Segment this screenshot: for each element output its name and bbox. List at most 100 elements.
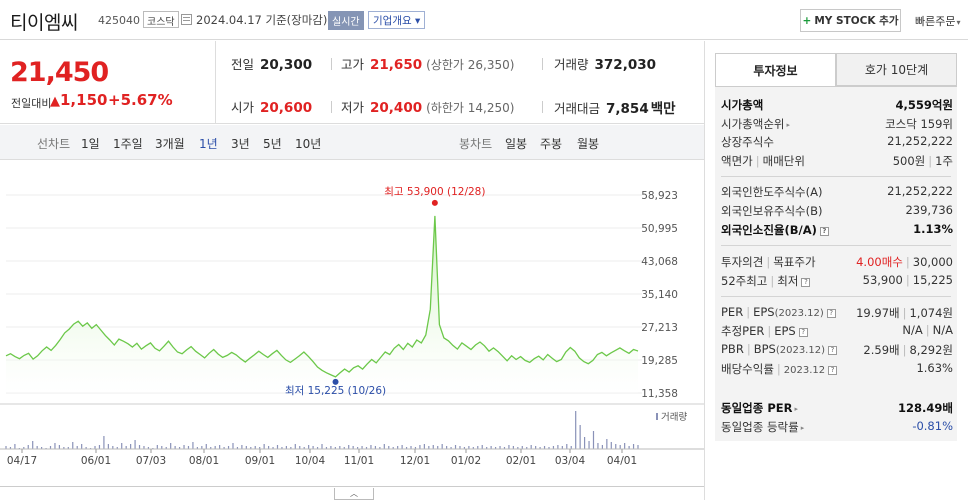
est-per-value: N/A [902,323,923,337]
peer-change-row[interactable]: 동일업종 등락률 ▸ -0.81% [721,419,953,437]
volume-bar [334,447,336,449]
period-3m[interactable]: 3개월 [155,137,185,151]
volume-bar [23,447,25,449]
prev-close-label: 전일 [231,57,255,72]
volume-bar [183,445,185,449]
period-5y[interactable]: 5년 [263,137,282,151]
volume-bar [583,437,586,449]
period-1y[interactable]: 1년 [199,137,218,151]
divider [542,58,543,70]
candle-daily[interactable]: 일봉 [505,137,528,151]
volume-bar [303,447,305,449]
volume-bar [601,445,603,449]
change-rate: +5.67% [108,91,173,109]
realtime-button[interactable]: 실시간 [328,11,364,30]
volume-bar [299,446,301,449]
price-chart[interactable]: 58,923 50,995 43,068 35,140 27,213 19,285 11,3… [0,161,704,486]
volume-bar [437,446,439,449]
volume-bar [494,447,497,449]
bps-value: 8,292원 [909,343,953,357]
volume-bar [165,447,167,449]
per-period: (2023.12) [774,308,824,319]
volume-bar [530,445,532,449]
collapse-chevron-icon[interactable]: ︿ [334,488,374,500]
volume-bar [98,445,101,449]
volume-bar [161,446,163,449]
open-stat: 시가 20,600 [231,97,312,116]
amount-stat: 거래대금 7,854 백만 [554,97,676,117]
volume-bar [103,436,105,449]
target-price-label: 목표주가 [773,255,816,269]
change-label: 전일대비 [11,97,52,110]
period-10y[interactable]: 10년 [295,137,322,151]
y-tick-label: 27,213 [641,322,678,334]
period-1d[interactable]: 1일 [81,137,100,151]
x-tick-label: 04/17 [7,455,37,467]
volume-bar [508,445,510,449]
high-annotation: 최고 53,900 (12/28) [384,186,485,198]
stock-name: 티이엠씨 [10,12,78,34]
volume-bar [552,446,555,449]
help-icon[interactable]: ? [798,328,808,337]
volume-bar [308,445,310,449]
tab-investment-info[interactable]: 투자정보 [715,53,836,86]
target-price-value: 30,000 [912,255,953,269]
volume-bar [14,444,16,449]
market-badge: 코스닥 [143,11,179,28]
company-overview-dropdown[interactable]: 기업개요 ▾ [368,11,426,29]
help-icon[interactable]: ? [827,346,837,355]
peer-per-row[interactable]: 동일업종 PER ▸ 128.49배 [721,400,953,418]
volume-bar [241,445,243,449]
per-label: PER [721,305,744,319]
foreign-limit-label: 외국인한도주식수(A) [721,185,823,199]
pbr-value: 2.59배 [863,343,900,357]
up-triangle-icon: ▲ [50,94,60,109]
volume-bar [512,446,514,449]
market-cap-rank-row[interactable]: 시가총액순위 ▸ 코스닥 159위 [721,116,953,134]
volume-bar [121,443,123,449]
volume-bar [348,445,350,449]
volume-bar [535,446,537,449]
week52-high-value: 53,900 [862,273,903,287]
tab-order-book[interactable]: 호가 10단계 [836,53,957,86]
chart-bottom-bar: ︿ [0,486,704,500]
period-3y[interactable]: 3년 [231,137,250,151]
volume-bar [72,442,74,449]
volume-bar [575,411,577,449]
amount-value: 7,854 [606,101,649,117]
help-icon[interactable]: ? [826,309,836,318]
volume-bar [459,446,461,449]
quick-order-button[interactable]: 빠른주문▾ [915,13,961,29]
volume-bar [134,440,136,449]
volume-bar [365,447,368,449]
help-icon[interactable]: ? [801,278,811,287]
volume-bar [499,446,501,449]
candle-monthly[interactable]: 월봉 [577,137,600,151]
dividend-period: 2023.12 [783,365,826,376]
volume-bar [192,442,194,449]
pbr-label: PBR [721,342,744,356]
help-icon[interactable]: ? [819,227,829,236]
trade-unit-value: 1주 [935,154,953,168]
volume-bar [236,447,239,449]
opinion-value: 4.00매수 [856,255,903,269]
volume-stat: 거래량 372,030 [554,54,656,73]
low-label: 저가 [341,100,365,115]
price-area [6,215,638,393]
volume-bar [232,443,234,449]
volume-bar [58,445,61,449]
add-mystock-button[interactable]: + MY STOCK 추가 [800,9,901,32]
low-value: 20,400 [370,100,423,116]
candle-weekly[interactable]: 주봉 [540,137,563,151]
divider [542,101,543,113]
x-tick-label: 07/03 [136,455,166,467]
volume-bar [472,447,474,449]
volume-bar [250,447,252,449]
volume-bar [468,446,470,449]
volume-bar [392,447,394,449]
x-tick-label: 03/04 [555,455,586,467]
period-1w[interactable]: 1주일 [113,137,143,151]
help-icon[interactable]: ? [828,366,838,375]
volume-bar [441,444,443,449]
eps-label: EPS [753,305,775,319]
